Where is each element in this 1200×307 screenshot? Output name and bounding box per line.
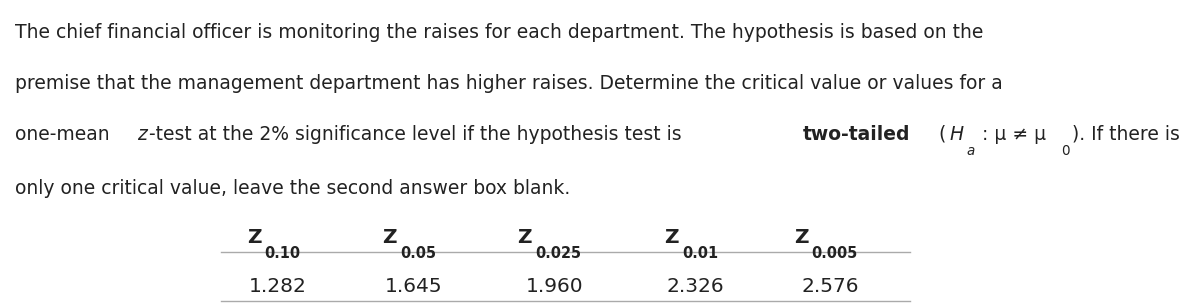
Text: 0.10: 0.10 <box>265 246 301 261</box>
Text: Z: Z <box>247 228 262 247</box>
Text: two-tailed: two-tailed <box>803 125 910 144</box>
Text: 2.326: 2.326 <box>666 277 724 296</box>
Text: : μ ≠ μ: : μ ≠ μ <box>977 125 1046 144</box>
Text: 0.025: 0.025 <box>535 246 581 261</box>
Text: 1.645: 1.645 <box>384 277 442 296</box>
Text: 2.576: 2.576 <box>802 277 859 296</box>
Text: -test at the 2% significance level if the hypothesis test is: -test at the 2% significance level if th… <box>149 125 688 144</box>
Text: 1.282: 1.282 <box>248 277 307 296</box>
Text: 0: 0 <box>1061 144 1070 158</box>
Text: Z: Z <box>794 228 809 247</box>
Text: 1.960: 1.960 <box>526 277 583 296</box>
Text: premise that the management department has higher raises. Determine the critical: premise that the management department h… <box>14 74 1003 93</box>
Text: Z: Z <box>665 228 679 247</box>
Text: H: H <box>949 125 964 144</box>
Text: Z: Z <box>517 228 532 247</box>
Text: (: ( <box>932 125 947 144</box>
Text: 0.05: 0.05 <box>400 246 436 261</box>
Text: only one critical value, leave the second answer box blank.: only one critical value, leave the secon… <box>14 179 570 198</box>
Text: Z: Z <box>383 228 397 247</box>
Text: 0.005: 0.005 <box>811 246 858 261</box>
Text: The chief financial officer is monitoring the raises for each department. The hy: The chief financial officer is monitorin… <box>14 23 983 42</box>
Text: one-mean: one-mean <box>14 125 115 144</box>
Text: ). If there is: ). If there is <box>1072 125 1180 144</box>
Text: z: z <box>137 125 146 144</box>
Text: a: a <box>966 144 974 158</box>
Text: 0.01: 0.01 <box>682 246 719 261</box>
